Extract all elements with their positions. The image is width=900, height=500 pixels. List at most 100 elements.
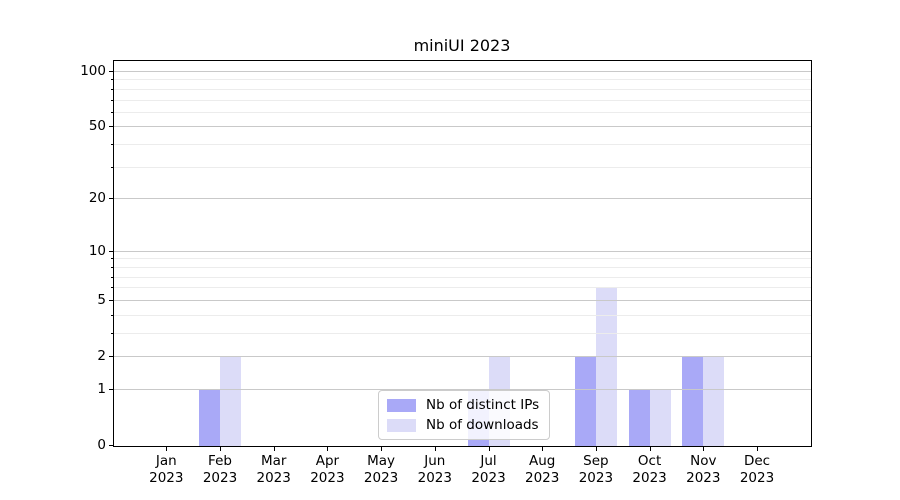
minor-gridline-7: [114, 276, 811, 278]
gridline-20: [114, 198, 811, 200]
y-tick-1: [109, 388, 113, 390]
x-tick-nov: [703, 447, 705, 451]
y-tick-0: [109, 445, 113, 446]
gridline-1: [114, 388, 811, 390]
minor-gridline-70: [114, 99, 811, 101]
y-tick-50: [109, 126, 113, 128]
x-tick-sep: [595, 447, 597, 451]
bar-distinct-ips-oct: [628, 388, 650, 446]
x-tick-year-sep: 2023: [578, 470, 614, 486]
y-tick-label-1: 1: [97, 380, 106, 397]
x-tick-year-jun: 2023: [417, 470, 452, 486]
x-tick-feb: [220, 447, 221, 451]
bar-downloads-feb: [220, 355, 241, 446]
gridline-2: [114, 356, 811, 357]
y-minor-tick-90: [111, 79, 113, 81]
minor-gridline-30: [114, 166, 811, 168]
x-tick-year-oct: 2023: [632, 470, 667, 486]
minor-gridline-9: [114, 258, 811, 260]
bar-distinct-ips-sep: [574, 355, 596, 446]
bar-distinct-ips-nov: [682, 355, 704, 446]
bar-downloads-oct: [649, 388, 671, 446]
x-tick-jun: [434, 447, 436, 451]
y-tick-label-20: 20: [88, 190, 106, 207]
x-tick-oct: [649, 447, 651, 451]
x-tick-year-mar: 2023: [256, 470, 291, 486]
y-minor-tick-9: [111, 258, 113, 260]
y-minor-tick-3: [111, 332, 113, 334]
legend-item-downloads: Nb of downloads: [387, 417, 539, 433]
x-tick-label-aug: Aug 2023: [510, 453, 574, 487]
x-tick-year-dec: 2023: [739, 470, 775, 486]
x-tick-label-nov: Nov 2023: [671, 453, 735, 487]
gridline-50: [114, 126, 811, 128]
y-minor-tick-7: [111, 276, 113, 278]
x-tick-jul: [488, 447, 490, 451]
minor-gridline-3: [114, 332, 811, 334]
minor-gridline-90: [114, 79, 811, 81]
plot-area: [113, 60, 812, 447]
minor-gridline-6: [114, 287, 811, 289]
x-tick-dec: [757, 447, 758, 451]
y-tick-label-5: 5: [97, 291, 106, 308]
y-minor-tick-70: [111, 99, 113, 101]
x-tick-label-mar: Mar 2023: [242, 453, 306, 487]
legend-item-distinct-ips: Nb of distinct IPs: [387, 397, 539, 413]
x-tick-year-apr: 2023: [310, 470, 345, 486]
y-tick-label-10: 10: [88, 242, 106, 259]
x-tick-label-may: May 2023: [349, 453, 413, 487]
legend-label-downloads: Nb of downloads: [426, 417, 539, 433]
y-tick-100: [109, 71, 113, 72]
gridline-5: [114, 299, 811, 301]
y-tick-10: [109, 250, 113, 252]
x-tick-label-jul: Jul 2023: [457, 453, 521, 487]
chart-title: miniUI 2023: [413, 36, 511, 55]
x-tick-year-feb: 2023: [202, 470, 238, 486]
y-minor-tick-30: [111, 166, 113, 168]
x-tick-apr: [327, 447, 329, 451]
x-tick-label-dec: Dec 2023: [725, 453, 789, 487]
bar-downloads-sep: [595, 287, 617, 446]
x-tick-year-aug: 2023: [525, 470, 560, 486]
x-tick-label-feb: Feb 2023: [188, 453, 252, 487]
y-tick-label-0: 0: [97, 437, 106, 453]
x-tick-year-jul: 2023: [471, 470, 506, 486]
y-minor-tick-40: [111, 144, 113, 146]
y-tick-label-100: 100: [80, 63, 106, 79]
y-tick-label-50: 50: [88, 118, 106, 135]
y-tick-label-2: 2: [97, 348, 106, 364]
y-tick-20: [109, 198, 113, 200]
y-minor-tick-6: [111, 287, 113, 289]
y-minor-tick-80: [111, 88, 113, 90]
x-tick-year-may: 2023: [363, 470, 399, 486]
x-tick-label-jun: Jun 2023: [403, 453, 467, 487]
minor-gridline-60: [114, 111, 811, 113]
x-tick-label-apr: Apr 2023: [295, 453, 359, 487]
legend: Nb of distinct IPs Nb of downloads: [378, 390, 551, 440]
legend-swatch-downloads: [387, 418, 416, 432]
gridline-100: [114, 71, 811, 72]
x-tick-jan: [166, 447, 168, 451]
x-tick-label-sep: Sep 2023: [564, 453, 628, 487]
minor-gridline-4: [114, 314, 811, 316]
y-minor-tick-8: [111, 266, 113, 268]
x-tick-label-jan: Jan 2023: [134, 453, 198, 487]
y-tick-5: [109, 299, 113, 301]
minor-gridline-8: [114, 266, 811, 268]
x-tick-label-oct: Oct 2023: [618, 453, 682, 487]
bar-distinct-ips-feb: [199, 388, 220, 446]
x-tick-year-jan: 2023: [149, 470, 184, 486]
minor-gridline-40: [114, 144, 811, 146]
x-tick-may: [381, 447, 383, 451]
legend-label-distinct-ips: Nb of distinct IPs: [426, 397, 540, 413]
y-minor-tick-4: [111, 314, 113, 316]
x-tick-aug: [542, 447, 544, 451]
x-tick-year-nov: 2023: [686, 470, 721, 486]
y-minor-tick-60: [111, 111, 113, 113]
minor-gridline-80: [114, 88, 811, 90]
bar-downloads-nov: [703, 355, 725, 446]
legend-swatch-distinct-ips: [387, 398, 416, 412]
x-tick-mar: [273, 447, 275, 451]
gridline-10: [114, 250, 811, 252]
